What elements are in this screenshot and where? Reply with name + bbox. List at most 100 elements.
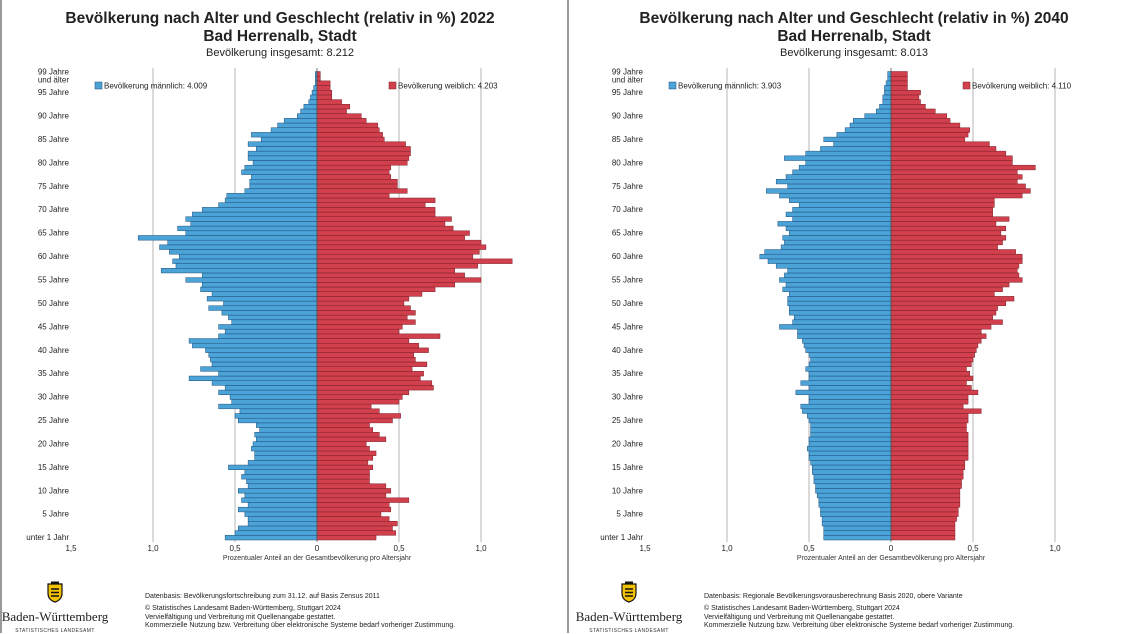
footer-notes: Datenbasis: Regionale Bevölkerungsvoraus… — [704, 593, 1014, 631]
y-tick-label: 75 Jahre — [612, 182, 644, 191]
bar-male — [224, 535, 318, 541]
bar-female — [316, 483, 387, 489]
bar-female — [890, 521, 956, 527]
bar-female — [316, 193, 390, 199]
y-tick-label: unter 1 Jahr — [26, 533, 69, 542]
bar-female — [316, 347, 429, 353]
bar-male — [808, 417, 892, 424]
bar-male — [201, 282, 318, 288]
x-axis-label: Prozentualer Anteil an der Gesamtbevölke… — [797, 555, 986, 562]
bar-male — [192, 211, 318, 217]
bar-female — [890, 436, 969, 442]
bar-male — [887, 71, 892, 77]
bar-male — [251, 174, 318, 180]
bar-female — [890, 160, 1013, 166]
bar-female — [316, 272, 465, 278]
bar-female — [890, 268, 1018, 274]
bar-female — [890, 108, 936, 114]
bar-female — [316, 361, 428, 367]
bar-female — [890, 497, 961, 503]
bar-female — [890, 375, 974, 381]
bar-female — [316, 282, 456, 288]
bar-male — [224, 328, 318, 335]
bar-male — [779, 277, 892, 283]
pyramid-panel-2022: Bevölkerung nach Alter und Geschlecht (r… — [0, 0, 560, 634]
bar-male — [201, 272, 318, 278]
bar-female — [316, 136, 385, 143]
bar-female — [890, 460, 966, 466]
bar-female — [316, 179, 398, 185]
bar-female — [316, 202, 426, 208]
bar-female — [316, 258, 513, 264]
bar-male — [808, 375, 892, 381]
y-tick-label: 15 Jahre — [612, 463, 644, 472]
footer-line-2: Vervielfältigung und Verbreitung mit Que… — [704, 613, 895, 621]
bar-female — [890, 516, 957, 522]
bar-female — [316, 385, 434, 391]
bar-female — [890, 342, 979, 349]
bar-female — [890, 235, 1007, 241]
bar-male — [782, 286, 892, 292]
bar-female — [890, 408, 982, 414]
bar-male — [254, 431, 318, 438]
bar-male — [311, 89, 318, 96]
bar-male — [789, 230, 892, 236]
bar-male — [884, 89, 892, 96]
bar-male — [787, 296, 892, 302]
bar-female — [316, 118, 367, 124]
x-tick-label: 1,0 — [1049, 544, 1061, 553]
bar-male — [787, 268, 892, 274]
bar-female — [890, 94, 920, 100]
bar-female — [890, 394, 969, 400]
bar-female — [316, 441, 367, 447]
bar-female — [316, 403, 372, 410]
bar-female — [316, 530, 396, 536]
bar-female — [316, 502, 390, 508]
bar-female — [890, 422, 967, 428]
y-tick-label: 55 Jahre — [612, 275, 644, 284]
bar-female — [316, 85, 331, 91]
bar-male — [812, 469, 892, 475]
bar-male — [224, 197, 318, 203]
y-tick-label: 85 Jahre — [38, 135, 70, 144]
y-tick-label: 60 Jahre — [38, 252, 70, 261]
bar-male — [821, 521, 892, 527]
bar-female — [316, 211, 436, 217]
bar-male — [137, 235, 318, 241]
bar-female — [316, 314, 408, 321]
bar-male — [808, 450, 892, 456]
bar-female — [316, 277, 482, 283]
bar-female — [316, 253, 474, 260]
bar-male — [218, 202, 318, 208]
bar-female — [890, 253, 1023, 260]
bar-male — [792, 169, 892, 175]
bar-female — [890, 193, 1023, 199]
y-tick-label: 95 Jahre — [38, 88, 70, 97]
bar-male — [254, 450, 318, 456]
bar-male — [300, 108, 318, 114]
bar-female — [890, 89, 921, 96]
bar-male — [160, 268, 318, 274]
bar-male — [849, 122, 892, 128]
bar-female — [316, 488, 392, 494]
bar-female — [890, 431, 969, 438]
bw-logo: Baden-Württemberg STATISTISCHES LANDESAM… — [0, 581, 110, 634]
bar-male — [818, 502, 892, 508]
bar-male — [188, 338, 318, 344]
bar-female — [316, 460, 369, 466]
legend-female: Bevölkerung weiblich: 4.203 — [398, 82, 498, 91]
bar-female — [316, 235, 465, 241]
bar-female — [890, 380, 967, 386]
bar-female — [316, 207, 436, 213]
bar-female — [316, 446, 370, 452]
bar-female — [316, 389, 410, 396]
legend-swatch-male — [668, 81, 677, 90]
bar-female — [316, 230, 470, 236]
bar-male — [247, 502, 318, 508]
bar-male — [251, 446, 318, 452]
bar-male — [310, 94, 318, 100]
bar-female — [316, 352, 415, 358]
bar-female — [316, 127, 380, 133]
bar-male — [779, 324, 892, 330]
bar-female — [890, 122, 961, 128]
